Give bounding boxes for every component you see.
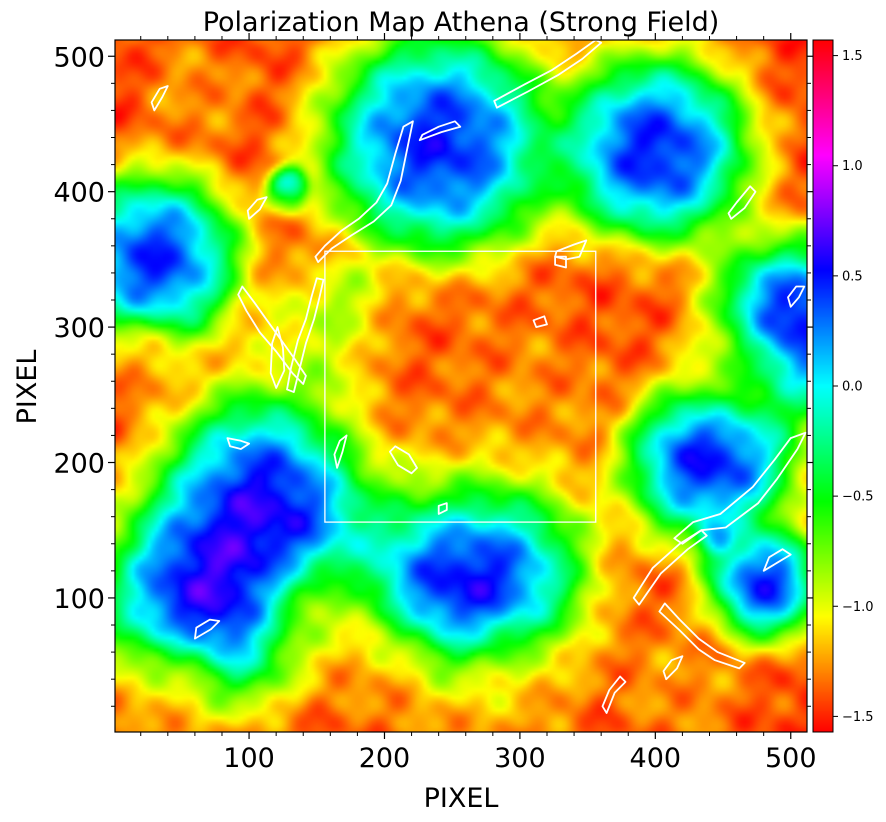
y-tick-label: 100 <box>53 584 105 615</box>
colorbar: 1.5 1.0 0.5 0.0 −0.5 −1.0 −1.5 <box>812 39 874 733</box>
colorbar-gradient <box>813 40 833 732</box>
plot-area <box>114 39 808 733</box>
zoom-region-box <box>324 250 597 523</box>
contour-line <box>787 285 806 308</box>
colorbar-tick-label: −1.0 <box>842 600 874 615</box>
x-axis-label: PIXEL <box>424 783 499 814</box>
contour-line <box>418 120 462 142</box>
chart-title: Polarization Map Athena (Strong Field) <box>203 7 720 38</box>
colorbar-tick-label: 0.5 <box>842 269 863 284</box>
contour-line <box>150 85 169 112</box>
contour-line <box>226 437 251 450</box>
contour-line <box>532 315 548 329</box>
colorbar-tick-label: 1.0 <box>842 159 863 174</box>
contour-line <box>554 255 567 269</box>
colorbar-tick-label: −0.5 <box>842 490 874 505</box>
contour-line <box>237 285 307 385</box>
x-tick-label: 400 <box>630 743 682 774</box>
contour-line <box>762 548 792 572</box>
contour-line <box>673 431 807 545</box>
x-tick-label: 200 <box>359 743 411 774</box>
y-tick-label: 400 <box>53 178 105 209</box>
x-tick-label: 100 <box>223 743 275 774</box>
y-tick-label: 500 <box>53 42 105 73</box>
colorbar-tick-label: −1.5 <box>842 710 874 725</box>
contour-line <box>286 277 325 394</box>
contour-line <box>333 434 348 469</box>
contour-line <box>193 618 221 640</box>
contour-line <box>314 120 414 264</box>
y-axis-label: PIXEL <box>12 350 43 425</box>
x-axis: 100 200 300 400 500 <box>140 33 817 774</box>
contour-line <box>658 602 746 670</box>
plot-frame <box>114 39 808 733</box>
colorbar-tick-label: 1.5 <box>842 49 863 64</box>
contour-line <box>269 326 286 389</box>
contour-line <box>601 675 627 714</box>
contour-line <box>388 445 418 475</box>
y-tick-label: 300 <box>53 313 105 344</box>
contour-line <box>246 196 268 220</box>
x-tick-label: 300 <box>494 743 546 774</box>
polarization-heatmap <box>115 40 807 732</box>
colorbar-tick-label: 0.0 <box>842 380 863 395</box>
contour-line <box>662 655 684 681</box>
contour-line <box>727 185 757 220</box>
x-tick-label: 500 <box>765 743 817 774</box>
colorbar-ticks: 1.5 1.0 0.5 0.0 −0.5 −1.0 −1.5 <box>833 49 874 725</box>
contour-line <box>632 529 708 606</box>
contour-line <box>437 502 448 515</box>
y-axis: 100 200 300 400 500 <box>53 42 814 707</box>
y-tick-label: 200 <box>53 449 105 480</box>
